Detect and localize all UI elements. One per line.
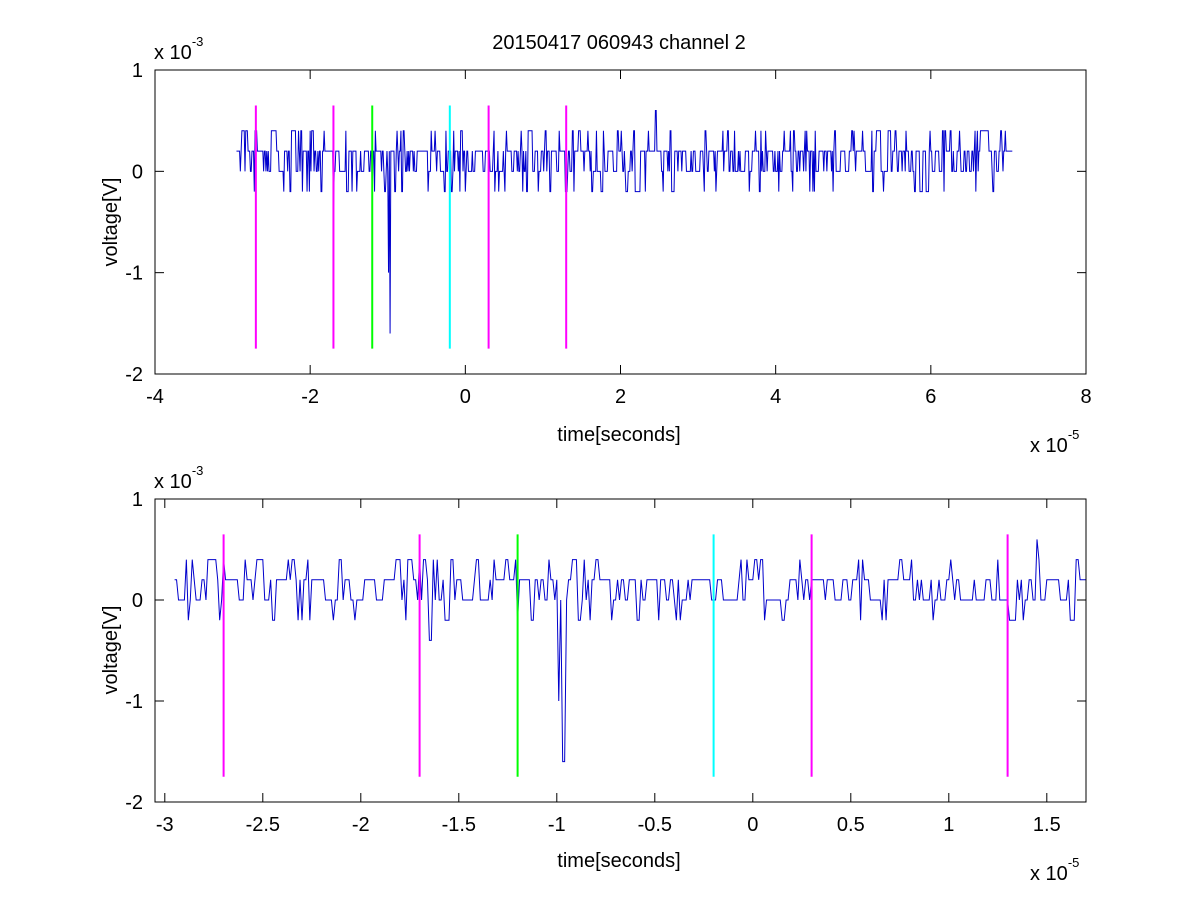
bottom-y-tick-label: 1 <box>132 489 143 511</box>
top-y-axis-label: voltage[V] <box>100 178 122 267</box>
top-tick-layer: -4 -2 0 2 4 6 8-2-101 <box>125 60 1091 408</box>
top-x-tick-label: 0 <box>460 386 471 408</box>
top-signal-layer <box>236 110 1013 334</box>
top-y-tick-label: 1 <box>132 60 143 82</box>
top-subplot: 20150417 060943 channel 2 -4 -2 0 2 4 6 8-2-10… <box>100 32 1092 457</box>
bottom-x-axis-label: time[seconds] <box>557 850 680 872</box>
bottom-x-tick-label: -1.5 <box>442 814 476 836</box>
bottom-signal-layer <box>174 539 1086 763</box>
bottom-y-tick-label: 0 <box>132 590 143 612</box>
top-x-exponent-power: -5 <box>1068 427 1080 442</box>
bottom-y-exponent: x 10-3 <box>154 463 203 493</box>
bottom-x-tick-label: -2.5 <box>246 814 280 836</box>
top-x-exponent-base: x 10 <box>1030 435 1068 457</box>
bottom-x-tick-label: 1.5 <box>1033 814 1061 836</box>
bottom-axes-box <box>154 498 1087 803</box>
bottom-marker-layer <box>222 534 1009 777</box>
top-marker-layer <box>254 105 568 349</box>
top-y-tick-label: 0 <box>132 161 143 183</box>
top-x-tick-label: -4 <box>146 386 164 408</box>
top-signal-trace <box>236 110 1013 334</box>
bottom-subplot: -3 -2.5 -2 -1.5 -1 -0.5 0 0.5 1 1.5 -2 -1 0 1 time[se… <box>100 463 1087 885</box>
bottom-x-tick-label: -2 <box>352 814 370 836</box>
top-x-axis-label: time[seconds] <box>557 424 680 446</box>
bottom-tick-layer: -3 -2.5 -2 -1.5 -1 -0.5 0 0.5 1 1.5 -2 -1 0 1 <box>125 489 1086 836</box>
bottom-x-tick-label: 1 <box>943 814 954 836</box>
top-x-tick-label: 4 <box>770 386 781 408</box>
bottom-y-exponent-power: -3 <box>192 463 204 478</box>
bottom-signal-trace <box>174 539 1086 763</box>
bottom-y-axis-label: voltage[V] <box>100 606 122 695</box>
top-x-exponent: x 10-5 <box>1030 427 1079 457</box>
top-y-tick-label: -2 <box>125 364 143 386</box>
bottom-x-tick-label: -3 <box>156 814 174 836</box>
top-x-tick-label: 6 <box>925 386 936 408</box>
bottom-x-tick-label: 0.5 <box>837 814 865 836</box>
bottom-y-tick-label: -1 <box>125 691 143 713</box>
bottom-x-tick-label: -1 <box>548 814 566 836</box>
bottom-x-tick-label: 0 <box>747 814 758 836</box>
bottom-x-exponent-power: -5 <box>1068 855 1080 870</box>
bottom-x-tick-label: -0.5 <box>638 814 672 836</box>
top-y-exponent-base: x 10 <box>154 42 192 64</box>
top-x-tick-label: 2 <box>615 386 626 408</box>
top-chart-title: 20150417 060943 channel 2 <box>492 32 746 54</box>
top-x-tick-label: -2 <box>301 386 319 408</box>
bottom-y-exponent-base: x 10 <box>154 471 192 493</box>
top-x-tick-label: 8 <box>1080 386 1091 408</box>
bottom-y-tick-label: -2 <box>125 792 143 814</box>
top-y-exponent: x 10-3 <box>154 34 203 64</box>
bottom-x-exponent: x 10-5 <box>1030 855 1079 885</box>
top-y-exponent-power: -3 <box>192 34 204 49</box>
bottom-x-exponent-base: x 10 <box>1030 863 1068 885</box>
top-y-tick-label: -1 <box>125 263 143 285</box>
